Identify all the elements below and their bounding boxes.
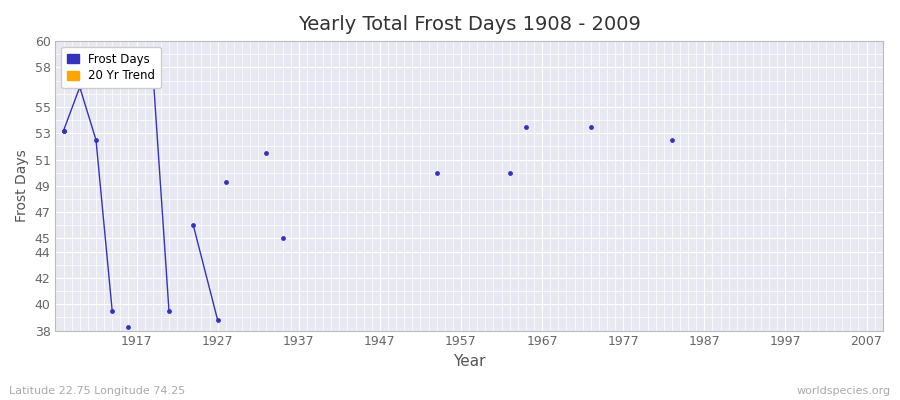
Point xyxy=(122,324,136,330)
Point xyxy=(105,308,120,314)
Point xyxy=(211,317,225,323)
X-axis label: Year: Year xyxy=(453,354,485,369)
Y-axis label: Frost Days: Frost Days xyxy=(15,150,29,222)
Point xyxy=(162,308,176,314)
Point xyxy=(583,124,598,130)
Point xyxy=(186,222,201,228)
Point xyxy=(429,170,444,176)
Point xyxy=(57,127,71,134)
Text: worldspecies.org: worldspecies.org xyxy=(796,386,891,396)
Point xyxy=(259,150,274,156)
Point xyxy=(89,136,104,143)
Point xyxy=(146,67,160,73)
Title: Yearly Total Frost Days 1908 - 2009: Yearly Total Frost Days 1908 - 2009 xyxy=(298,15,641,34)
Point xyxy=(518,124,533,130)
Point xyxy=(275,235,290,242)
Legend: Frost Days, 20 Yr Trend: Frost Days, 20 Yr Trend xyxy=(61,47,161,88)
Point xyxy=(57,127,71,134)
Text: Latitude 22.75 Longitude 74.25: Latitude 22.75 Longitude 74.25 xyxy=(9,386,185,396)
Point xyxy=(73,84,87,90)
Point xyxy=(665,136,680,143)
Point xyxy=(219,179,233,185)
Point xyxy=(502,170,517,176)
